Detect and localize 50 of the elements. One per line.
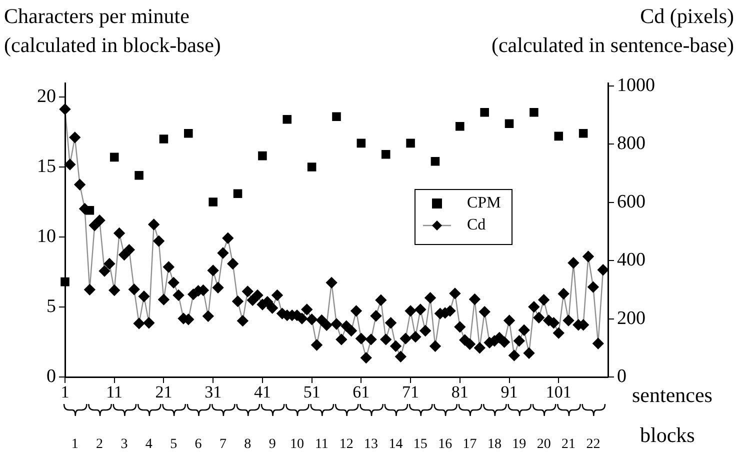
y2-axis-title: Cd (pixels) (calculated in sentence-base) xyxy=(491,3,734,59)
legend-label: Cd xyxy=(467,216,486,234)
x2-tick-label: 6 xyxy=(194,437,202,452)
x-tick-label: 31 xyxy=(204,382,222,402)
x2-tick-label: 20 xyxy=(536,437,551,452)
x2-tick-label: 3 xyxy=(120,437,128,452)
x2-tick-label: 18 xyxy=(487,437,502,452)
x2-axis-title: blocks xyxy=(640,423,695,448)
x-tick-label: 61 xyxy=(352,382,370,402)
x-tick-label: 101 xyxy=(546,382,572,402)
y2-tick-label: 400 xyxy=(617,250,646,271)
x-axis-title: sentences xyxy=(632,383,712,408)
x-tick-label: 1 xyxy=(60,382,70,402)
y-axis-title: Characters per minute (calculated in block-base) xyxy=(4,3,221,59)
y-tick-label: 5 xyxy=(46,296,56,317)
x-tick-label: 91 xyxy=(500,382,518,402)
x-tick-label: 71 xyxy=(402,382,420,402)
y2-tick-label: 0 xyxy=(617,366,626,387)
x2-tick-label: 11 xyxy=(314,437,328,452)
y2-tick-label: 1000 xyxy=(617,74,655,96)
x2-tick-label: 9 xyxy=(268,437,276,452)
x2-tick-label: 8 xyxy=(244,437,252,452)
y-tick-label: 20 xyxy=(37,86,56,107)
x-tick-label: 41 xyxy=(254,382,271,402)
x2-tick-label: 14 xyxy=(388,437,403,452)
y2-tick-label: 200 xyxy=(617,308,646,329)
x2-tick-label: 4 xyxy=(145,437,152,452)
x2-tick-label: 5 xyxy=(170,437,178,452)
x-tick-label: 81 xyxy=(451,382,468,402)
x2-tick-label: 15 xyxy=(413,437,428,452)
y2-tick-label: 800 xyxy=(617,133,646,154)
x2-tick-label: 12 xyxy=(339,437,354,452)
y2-tick-label: 600 xyxy=(617,191,646,212)
x2-tick-label: 10 xyxy=(290,437,304,452)
x-tick-label: 21 xyxy=(155,382,172,402)
x-tick-label: 11 xyxy=(106,382,123,402)
x2-tick-label: 16 xyxy=(438,437,452,452)
x2-tick-label: 13 xyxy=(364,437,378,452)
x2-tick-label: 22 xyxy=(586,437,600,452)
x2-tick-label: 17 xyxy=(462,437,477,452)
x-tick-label: 51 xyxy=(303,382,320,402)
x2-tick-label: 1 xyxy=(71,437,78,452)
y-tick-label: 0 xyxy=(46,366,56,387)
x2-tick-label: 7 xyxy=(219,437,226,452)
y-tick-label: 15 xyxy=(37,156,56,177)
x2-tick-label: 21 xyxy=(562,437,576,452)
x2-tick-label: 2 xyxy=(96,437,104,452)
x2-tick-label: 19 xyxy=(512,437,526,452)
y-tick-label: 10 xyxy=(37,226,56,247)
legend-label: CPM xyxy=(467,194,501,212)
